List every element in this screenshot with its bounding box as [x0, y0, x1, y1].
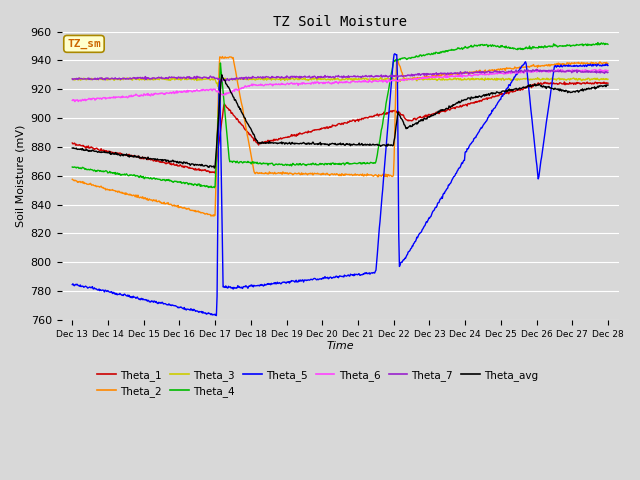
Theta_4 — [380, 113, 388, 119]
Theta_3 — [377, 74, 385, 80]
Theta_4 — [594, 40, 602, 46]
Theta_1 — [561, 79, 568, 85]
Theta_2 — [531, 64, 539, 70]
Theta_7 — [410, 73, 418, 79]
Theta_2 — [476, 67, 484, 73]
Theta_5 — [411, 239, 419, 245]
Theta_6 — [74, 99, 82, 105]
Theta_2 — [381, 173, 388, 179]
Theta_avg — [101, 150, 109, 156]
Theta_7 — [604, 70, 612, 75]
Theta_4 — [211, 185, 218, 191]
Theta_1 — [101, 148, 109, 154]
Theta_5 — [604, 63, 612, 69]
Theta_1 — [211, 170, 219, 176]
Theta_4 — [68, 164, 76, 170]
Theta_5 — [68, 282, 76, 288]
Theta_1 — [380, 109, 388, 115]
Theta_5 — [395, 233, 403, 239]
Theta_4 — [410, 55, 418, 60]
Theta_3 — [411, 75, 419, 81]
Theta_1 — [410, 116, 418, 121]
Theta_7 — [380, 73, 388, 79]
Theta_5 — [476, 127, 484, 132]
Line: Theta_2: Theta_2 — [72, 57, 608, 216]
Theta_3 — [381, 77, 388, 83]
Theta_6 — [102, 96, 109, 102]
Theta_4 — [394, 57, 402, 63]
Theta_3 — [531, 76, 539, 82]
Theta_3 — [604, 76, 612, 82]
Theta_7 — [531, 68, 538, 74]
Theta_6 — [380, 78, 388, 84]
Theta_avg — [531, 81, 539, 87]
Theta_avg — [395, 111, 403, 117]
Theta_6 — [531, 69, 538, 74]
Line: Theta_avg: Theta_avg — [72, 75, 608, 168]
Theta_4 — [604, 41, 612, 47]
Theta_avg — [411, 121, 419, 127]
Theta_2 — [68, 176, 76, 182]
Theta_7 — [68, 76, 76, 82]
Theta_2 — [604, 60, 612, 66]
Theta_3 — [68, 76, 76, 82]
Y-axis label: Soil Moisture (mV): Soil Moisture (mV) — [15, 124, 25, 227]
Theta_3 — [395, 78, 403, 84]
Line: Theta_3: Theta_3 — [72, 77, 608, 86]
Title: TZ Soil Moisture: TZ Soil Moisture — [273, 15, 407, 29]
Theta_5 — [380, 169, 388, 175]
Theta_avg — [211, 165, 218, 171]
X-axis label: Time: Time — [326, 341, 354, 351]
Theta_5 — [101, 287, 109, 293]
Theta_6 — [68, 97, 76, 103]
Theta_7 — [394, 74, 402, 80]
Theta_1 — [394, 108, 402, 114]
Theta_avg — [476, 94, 484, 99]
Theta_avg — [218, 72, 225, 78]
Theta_avg — [604, 82, 612, 88]
Theta_3 — [214, 84, 222, 89]
Theta_7 — [476, 70, 483, 75]
Theta_avg — [68, 145, 76, 151]
Theta_6 — [476, 71, 483, 77]
Theta_avg — [381, 142, 388, 148]
Theta_3 — [476, 76, 484, 82]
Theta_7 — [218, 79, 225, 84]
Theta_4 — [101, 168, 109, 174]
Theta_5 — [212, 313, 220, 319]
Theta_2 — [395, 61, 403, 67]
Line: Theta_1: Theta_1 — [72, 82, 608, 173]
Theta_2 — [101, 185, 109, 191]
Line: Theta_7: Theta_7 — [72, 69, 608, 82]
Theta_1 — [531, 81, 538, 87]
Line: Theta_6: Theta_6 — [72, 69, 608, 102]
Line: Theta_5: Theta_5 — [72, 54, 608, 316]
Theta_5 — [391, 51, 399, 57]
Theta_1 — [604, 80, 612, 86]
Theta_3 — [101, 75, 109, 81]
Theta_7 — [101, 77, 109, 83]
Theta_2 — [209, 213, 217, 219]
Line: Theta_4: Theta_4 — [72, 43, 608, 188]
Theta_6 — [410, 76, 418, 82]
Text: TZ_sm: TZ_sm — [67, 39, 101, 49]
Theta_6 — [394, 78, 402, 84]
Theta_1 — [68, 140, 76, 146]
Legend: Theta_1, Theta_2, Theta_3, Theta_4, Theta_5, Theta_6, Theta_7, Theta_avg: Theta_1, Theta_2, Theta_3, Theta_4, Thet… — [93, 365, 543, 401]
Theta_4 — [476, 42, 483, 48]
Theta_7 — [533, 66, 541, 72]
Theta_6 — [604, 68, 612, 73]
Theta_2 — [219, 54, 227, 60]
Theta_1 — [476, 99, 483, 105]
Theta_6 — [596, 66, 604, 72]
Theta_5 — [531, 144, 539, 150]
Theta_2 — [411, 75, 419, 81]
Theta_4 — [531, 44, 538, 50]
